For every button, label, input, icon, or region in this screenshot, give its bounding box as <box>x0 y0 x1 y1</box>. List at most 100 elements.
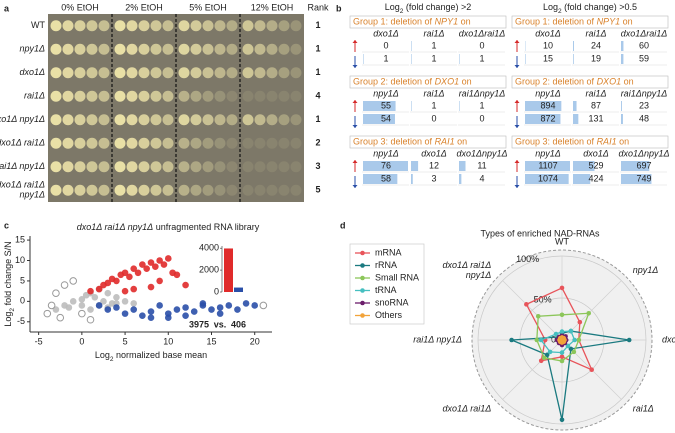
point <box>182 281 189 289</box>
spot <box>150 137 162 149</box>
radar-point <box>557 335 563 341</box>
spot <box>50 137 62 149</box>
count: 1074 <box>538 173 558 183</box>
point <box>147 259 155 266</box>
spot <box>290 90 302 102</box>
arrow-head <box>514 65 520 68</box>
spot <box>114 20 126 32</box>
count-bar <box>621 101 622 111</box>
point <box>69 277 78 285</box>
rank-header: Rank <box>307 2 329 12</box>
spot <box>162 90 174 102</box>
spot <box>242 20 254 32</box>
spot <box>290 114 302 126</box>
y-axis-label-part: Log <box>3 312 13 327</box>
column-header: dxo1Δrai1Δ <box>621 28 668 38</box>
spot <box>214 43 226 55</box>
count: 10 <box>543 40 553 50</box>
column-header: dxo1Δ <box>535 28 561 38</box>
radar-point <box>576 337 582 343</box>
spot <box>214 90 226 102</box>
radar-point <box>559 358 565 364</box>
count: 1 <box>431 40 436 50</box>
count-bar <box>621 174 652 184</box>
spot <box>98 90 110 102</box>
spot <box>114 90 126 102</box>
radar-point <box>586 310 592 316</box>
spot <box>114 67 126 79</box>
spot <box>150 20 162 32</box>
column-header: dxo1Δnpy1Δ <box>618 148 669 158</box>
chart-title-part: unfragmented RNA library <box>153 222 260 232</box>
count-bar <box>573 101 577 111</box>
point <box>78 309 86 318</box>
count: 19 <box>591 53 601 63</box>
point <box>173 306 181 313</box>
spot <box>126 20 138 32</box>
group-box <box>349 15 507 29</box>
table-header-part: Log <box>385 2 400 12</box>
count-bar <box>363 54 364 64</box>
point <box>182 304 189 311</box>
point <box>121 269 129 277</box>
count-bar <box>621 161 650 171</box>
column-header: dxo1Δ <box>373 28 399 38</box>
spot <box>290 20 302 32</box>
count-bar <box>525 54 526 64</box>
group-title-part: Group 3: deletion of <box>515 137 597 147</box>
spot <box>178 90 190 102</box>
point <box>113 304 120 311</box>
group-title-part: Group 2: deletion of <box>515 77 597 87</box>
count-bar <box>573 114 579 124</box>
spot <box>98 20 110 32</box>
spot <box>190 114 202 126</box>
strain-label: rai1Δ <box>24 91 45 101</box>
spot <box>226 20 238 32</box>
spot <box>86 43 98 55</box>
spot <box>266 161 278 173</box>
arrow-head <box>514 125 520 128</box>
point <box>160 261 168 268</box>
count-bar <box>621 54 624 64</box>
column-header: rai1Δ <box>423 28 444 38</box>
group-title-part: on <box>459 77 472 87</box>
spot <box>150 90 162 102</box>
spot <box>74 161 86 173</box>
spot <box>162 114 174 126</box>
count: 1 <box>431 53 436 63</box>
y-tick-label: 10 <box>15 255 25 265</box>
spot <box>202 137 214 149</box>
spot <box>62 90 74 102</box>
x-tick-label: 5 <box>123 336 128 346</box>
spot <box>214 184 226 196</box>
y-tick-label: 15 <box>15 234 25 244</box>
count-bar <box>411 41 412 51</box>
count-bar <box>459 54 460 64</box>
spot <box>278 43 290 55</box>
count: 48 <box>639 113 649 123</box>
column-header: npy1Δ <box>373 88 399 98</box>
spot <box>138 137 150 149</box>
strain-label: dxo1Δ npy1Δ <box>0 114 45 124</box>
y-axis-label-part: 2 <box>9 308 16 312</box>
spot <box>74 137 86 149</box>
group-title-part: Group 2: deletion of <box>353 77 435 87</box>
spot <box>254 114 266 126</box>
point <box>216 310 224 317</box>
radar-point <box>538 337 544 343</box>
strain-label: dxo1Δ <box>19 67 45 77</box>
axis-label: dxo1Δ rai1Δ <box>443 404 492 414</box>
spot <box>50 90 62 102</box>
count: 1 <box>383 53 388 63</box>
group-title: Group 1: deletion of NPY1 on <box>353 17 471 27</box>
spot <box>254 161 266 173</box>
group-title: Group 2: deletion of DXO1 on <box>515 77 634 87</box>
radar-point <box>572 337 577 343</box>
inset-bar <box>224 248 233 292</box>
group-title-part: on <box>458 17 471 27</box>
spot <box>254 137 266 149</box>
spot <box>162 184 174 196</box>
spot <box>226 161 238 173</box>
point <box>147 314 155 322</box>
axis-label: npy1Δ <box>633 265 659 275</box>
